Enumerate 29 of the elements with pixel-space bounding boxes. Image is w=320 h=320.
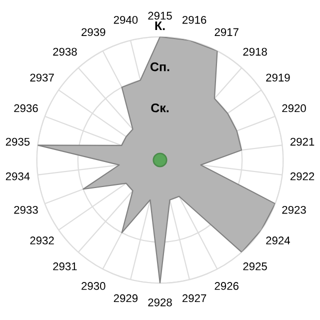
spoke-label: 2919 bbox=[266, 74, 290, 82]
spoke-label: 2920 bbox=[282, 104, 306, 112]
spoke-label: 2935 bbox=[6, 138, 30, 146]
spoke-label: 2927 bbox=[182, 294, 206, 302]
spoke-label: 2937 bbox=[30, 74, 54, 82]
spoke-label: 2925 bbox=[243, 262, 267, 270]
spoke-label: 2938 bbox=[53, 48, 77, 56]
spoke-label: 2934 bbox=[6, 172, 30, 180]
spoke-label: 2924 bbox=[266, 236, 290, 244]
spoke-label: 2933 bbox=[14, 206, 38, 214]
spoke-label: 2940 bbox=[114, 16, 138, 24]
spoke-label: 2936 bbox=[14, 104, 38, 112]
spoke-label: 2930 bbox=[82, 282, 106, 290]
spoke-label: 2928 bbox=[148, 298, 172, 306]
spoke-label: 2929 bbox=[114, 294, 138, 302]
spoke-label: 2923 bbox=[282, 206, 306, 214]
spoke-label: 2916 bbox=[182, 16, 206, 24]
spoke-label: 2917 bbox=[214, 28, 238, 36]
y-tick-label: Сп. bbox=[150, 62, 170, 72]
spoke-label: 2915 bbox=[148, 12, 172, 20]
spoke-label: 2939 bbox=[82, 28, 106, 36]
spoke-label: 2932 bbox=[30, 236, 54, 244]
spoke-label: 2922 bbox=[290, 172, 314, 180]
spoke-label: 2921 bbox=[290, 138, 314, 146]
spoke-label: 2931 bbox=[53, 262, 77, 270]
spoke-label: 2926 bbox=[214, 282, 238, 290]
y-tick-label: К. bbox=[155, 21, 165, 30]
y-tick-label: Ск. bbox=[151, 103, 169, 112]
spoke-label: 2918 bbox=[243, 48, 267, 56]
